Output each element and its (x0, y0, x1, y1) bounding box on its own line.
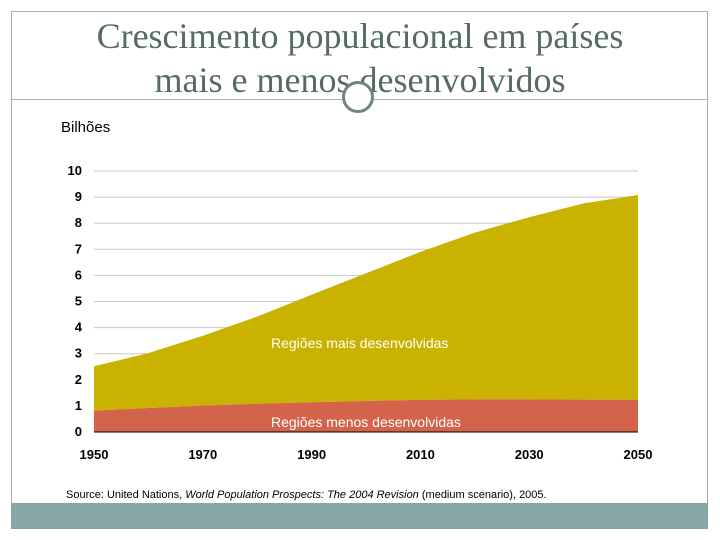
series-label-less-developed: Regiões menos desenvolvidas (271, 414, 461, 430)
footer-bar (11, 503, 708, 529)
y-tick-label: 8 (75, 215, 82, 230)
y-tick-label: 7 (75, 241, 82, 256)
x-tick-label: 1950 (80, 447, 109, 462)
y-tick-label: 2 (75, 372, 82, 387)
source-prefix: Source: United Nations, (66, 489, 186, 501)
x-tick-label: 1970 (188, 447, 217, 462)
decorative-ring-icon (342, 81, 374, 113)
y-tick-label: 6 (75, 267, 82, 282)
x-tick-label: 2010 (406, 447, 435, 462)
series-label-more-developed: Regiões mais desenvolvidas (271, 335, 448, 351)
y-tick-label: 1 (75, 398, 82, 413)
x-tick-label: 2030 (515, 447, 544, 462)
x-tick-label: 1990 (297, 447, 326, 462)
source-note: Source: United Nations, World Population… (66, 489, 547, 501)
source-title: World Population Prospects: The 2004 Rev… (185, 489, 419, 501)
y-unit-label: Bilhões (61, 119, 111, 136)
y-tick-label: 4 (75, 320, 83, 335)
y-tick-label: 3 (75, 346, 82, 361)
title-line-1: Crescimento populacional em países (96, 16, 624, 56)
x-tick-label: 2050 (624, 447, 653, 462)
y-tick-label: 10 (68, 163, 82, 178)
area-less-developed (94, 399, 638, 432)
source-suffix: (medium scenario), 2005. (418, 489, 547, 501)
area-more-developed (94, 195, 638, 411)
y-tick-label: 0 (75, 424, 82, 439)
y-tick-label: 9 (75, 189, 82, 204)
y-tick-label: 5 (75, 294, 82, 309)
